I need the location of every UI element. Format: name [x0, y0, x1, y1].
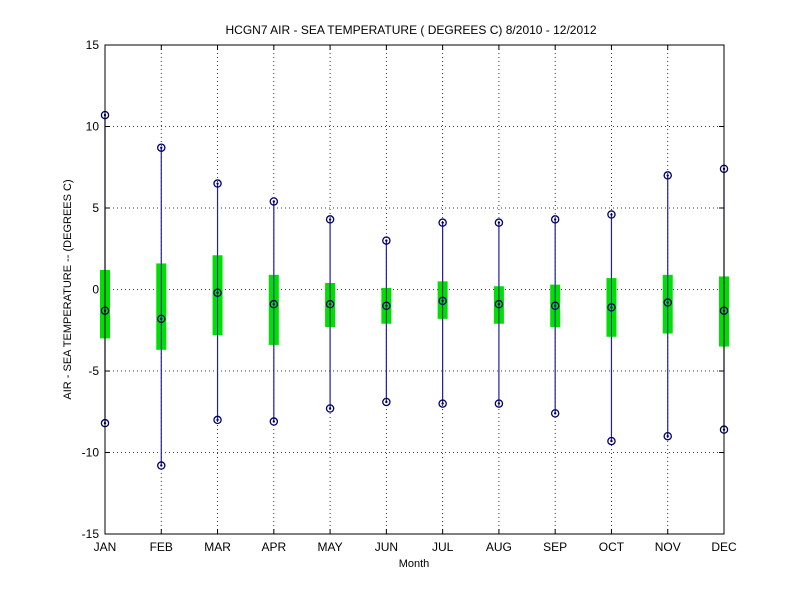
box-sep: [550, 215, 561, 418]
median-marker: [550, 301, 560, 311]
x-tick-label: JUN: [375, 540, 398, 554]
x-tick-label: MAY: [318, 540, 343, 554]
median-marker-dot: [610, 306, 613, 309]
median-marker-dot: [160, 317, 163, 321]
max-marker-dot: [441, 221, 444, 224]
chart-title: HCGN7 AIR - SEA TEMPERATURE ( DEGREES C)…: [225, 23, 596, 37]
max-marker: [438, 218, 447, 227]
max-marker-dot: [553, 218, 557, 221]
median-marker-dot: [272, 302, 276, 306]
box-aug: [493, 218, 504, 408]
median-marker-dot: [216, 291, 219, 294]
min-marker-dot: [666, 435, 669, 438]
y-tick-label: -15: [82, 527, 100, 541]
max-marker-dot: [610, 213, 613, 216]
x-tick-label: DEC: [711, 540, 737, 554]
median-marker-dot: [666, 301, 669, 304]
min-marker-dot: [160, 464, 163, 467]
min-marker: [550, 409, 560, 418]
min-marker-dot: [610, 439, 613, 443]
median-marker: [438, 296, 447, 306]
data-marks: [100, 110, 729, 470]
box-oct: [606, 210, 617, 446]
x-tick-label: AUG: [486, 540, 512, 554]
x-tick-label: APR: [261, 540, 286, 554]
y-tick-label: 15: [86, 38, 100, 52]
y-tick-label: -5: [88, 364, 99, 378]
min-marker-dot: [497, 402, 501, 405]
min-marker: [382, 397, 391, 407]
min-marker-dot: [216, 418, 219, 422]
x-tick-label: JUL: [432, 540, 454, 554]
max-marker-dot: [272, 200, 276, 203]
x-tick-label: FEB: [150, 540, 173, 554]
median-marker: [213, 288, 222, 298]
y-tick-label: 5: [92, 201, 99, 215]
median-marker-dot: [553, 304, 557, 307]
max-marker-dot: [497, 221, 501, 224]
box-feb: [156, 143, 167, 470]
max-marker-dot: [328, 218, 332, 221]
max-marker: [663, 171, 672, 180]
y-axis-label: AIR - SEA TEMPERATURE -- (DEGREES C): [62, 179, 74, 399]
x-tick-label: OCT: [599, 540, 625, 554]
x-tick-label: NOV: [655, 540, 681, 554]
min-marker: [325, 404, 335, 413]
max-marker-dot: [666, 174, 669, 177]
y-tick-label: -10: [82, 446, 100, 460]
max-marker-dot: [160, 146, 163, 149]
max-marker: [213, 179, 222, 188]
max-marker: [382, 236, 391, 245]
median-marker: [325, 299, 335, 309]
median-marker-dot: [328, 302, 332, 306]
min-marker-dot: [385, 400, 388, 404]
min-marker: [213, 415, 222, 425]
max-marker: [157, 143, 166, 152]
median-marker: [157, 314, 166, 324]
max-marker: [269, 197, 279, 206]
x-axis-label: Month: [399, 558, 430, 570]
y-tick-label: 10: [86, 120, 100, 134]
min-marker: [494, 399, 504, 408]
box-jun: [381, 236, 392, 407]
min-marker: [269, 417, 279, 426]
x-tick-label: MAR: [204, 540, 231, 554]
y-tick-label: 0: [92, 283, 99, 297]
median-marker-dot: [441, 299, 444, 303]
max-marker-dot: [216, 182, 219, 185]
min-marker: [157, 461, 166, 470]
plot-frame: [104, 44, 725, 535]
min-marker: [438, 399, 447, 408]
box-apr: [268, 197, 279, 426]
median-marker-dot: [385, 304, 388, 307]
max-marker: [325, 215, 335, 224]
min-marker-dot: [553, 412, 557, 415]
min-marker: [663, 431, 672, 441]
grid-lines: [104, 44, 725, 535]
median-marker: [607, 303, 616, 312]
min-marker-dot: [441, 402, 444, 405]
max-marker: [550, 215, 560, 224]
median-marker: [382, 301, 391, 311]
min-marker-dot: [328, 407, 332, 410]
min-marker-dot: [272, 420, 276, 423]
median-marker: [269, 299, 279, 309]
max-marker-dot: [385, 239, 388, 242]
median-marker: [494, 299, 504, 309]
min-marker: [607, 436, 616, 446]
median-marker: [663, 298, 672, 307]
box-nov: [662, 171, 673, 441]
box-jul: [437, 218, 448, 408]
box-may: [325, 215, 336, 413]
x-tick-label: JAN: [94, 540, 117, 554]
median-marker-dot: [497, 302, 501, 306]
x-tick-label: SEP: [543, 540, 567, 554]
tick-labels: -15 -10 -5 0 5 10 15 JAN FEB MAR APR MAY JUN JUL AUG SE…: [82, 38, 737, 554]
box-mar: [212, 179, 223, 425]
max-marker: [494, 218, 504, 227]
max-marker: [607, 210, 616, 219]
